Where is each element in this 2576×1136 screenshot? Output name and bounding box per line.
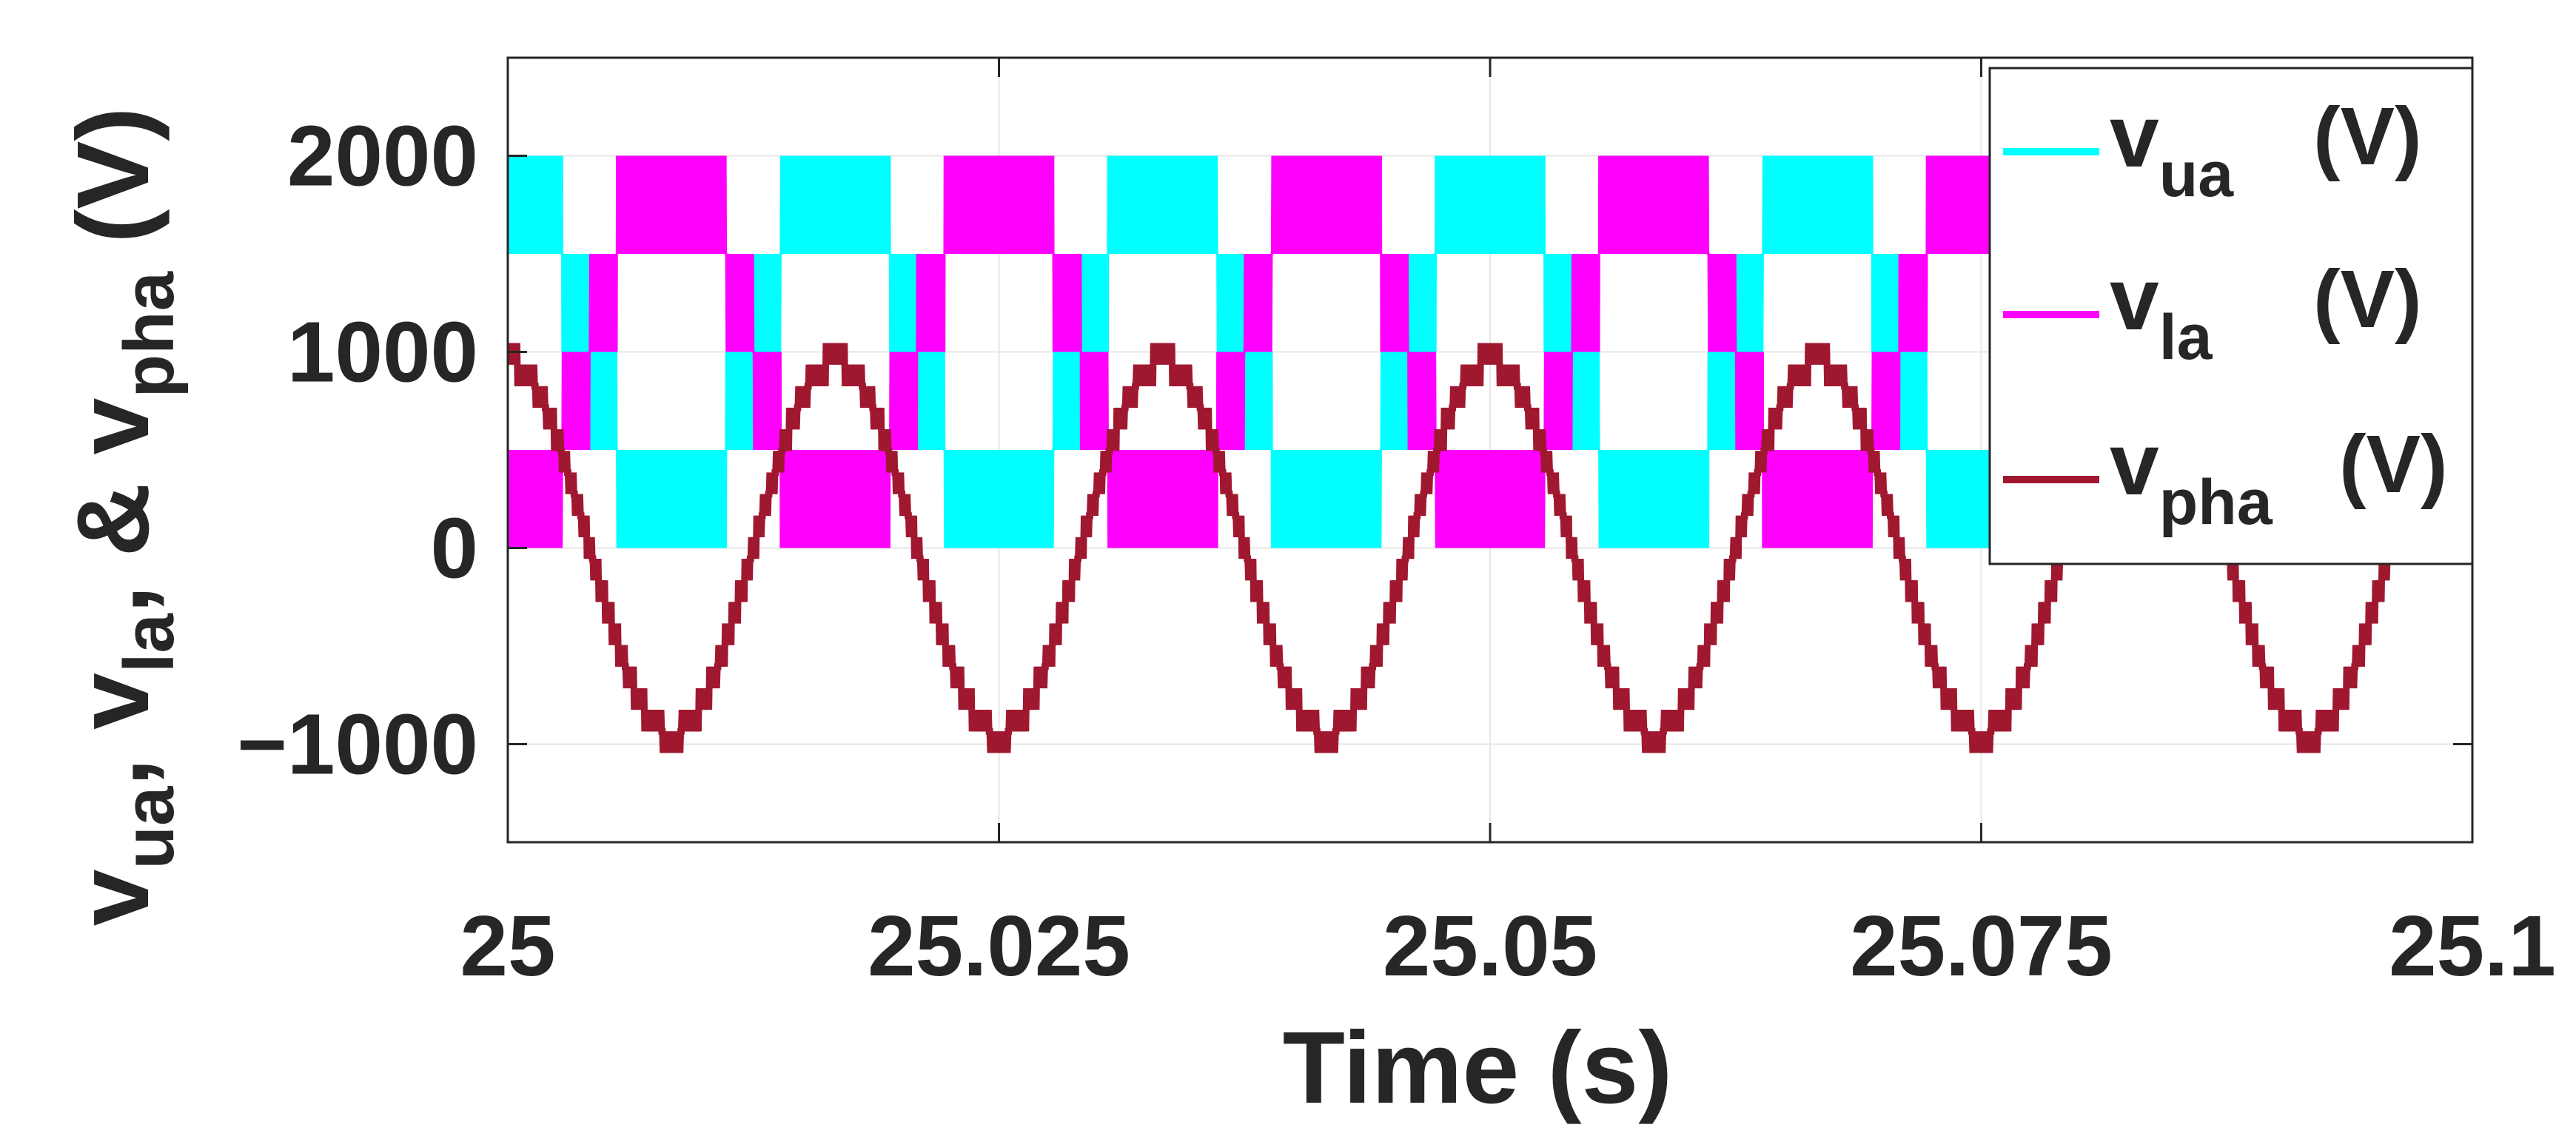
y-label-main2: v <box>56 673 170 730</box>
y-label-sep2: , & <box>56 454 170 614</box>
legend-label-vpha-unit: (V) <box>2339 419 2448 510</box>
y-tick-label: −1000 <box>237 696 478 793</box>
y-tick-label: 1000 <box>287 304 478 400</box>
x-axis: 25 25.025 25.05 25.075 25.1 <box>460 58 2556 994</box>
x-tick-label: 25.025 <box>868 898 1130 994</box>
y-label-sep1: , <box>56 730 170 787</box>
legend-label-vua-main: v <box>2110 87 2159 186</box>
legend-entry-vla: vla (V) <box>2003 249 2422 373</box>
y-axis-label: vua, vla, & vpha (V) <box>56 107 189 927</box>
legend-label-vua-unit: (V) <box>2313 91 2422 182</box>
legend: vua (V) vla (V) vpha (V) <box>1988 67 2474 565</box>
y-axis: −1000 0 1000 2000 <box>237 108 2472 793</box>
legend-label-vla-unit: (V) <box>2313 254 2422 345</box>
legend-label-vua-sub: ua <box>2159 139 2235 210</box>
legend-label-vpha-sub: pha <box>2159 467 2273 538</box>
legend-entry-vua: vua (V) <box>2003 87 2422 210</box>
legend-label-vla: vla <box>2110 249 2213 373</box>
x-tick-label: 25 <box>460 898 555 994</box>
y-label-unit: (V) <box>56 107 170 272</box>
y-tick-label: 2000 <box>287 108 478 204</box>
legend-entry-vpha: vpha (V) <box>2003 414 2448 538</box>
x-axis-label: Time (s) <box>1283 1011 1673 1125</box>
y-label-main1: v <box>56 869 170 926</box>
y-label-main3: v <box>56 397 170 454</box>
y-label-sub2: la <box>110 613 189 673</box>
legend-label-vla-sub: la <box>2159 302 2213 373</box>
x-tick-label: 25.075 <box>1850 898 2113 994</box>
y-label-sub1: ua <box>110 786 189 870</box>
x-tick-label: 25.05 <box>1383 898 1597 994</box>
legend-label-vua: vua <box>2110 87 2234 210</box>
legend-label-vpha: vpha <box>2110 414 2273 538</box>
x-tick-label: 25.1 <box>2389 898 2556 994</box>
y-tick-label: 0 <box>430 500 478 596</box>
legend-label-vpha-main: v <box>2110 414 2159 514</box>
y-label-sub3: pha <box>110 271 189 397</box>
legend-label-vla-main: v <box>2110 249 2159 349</box>
